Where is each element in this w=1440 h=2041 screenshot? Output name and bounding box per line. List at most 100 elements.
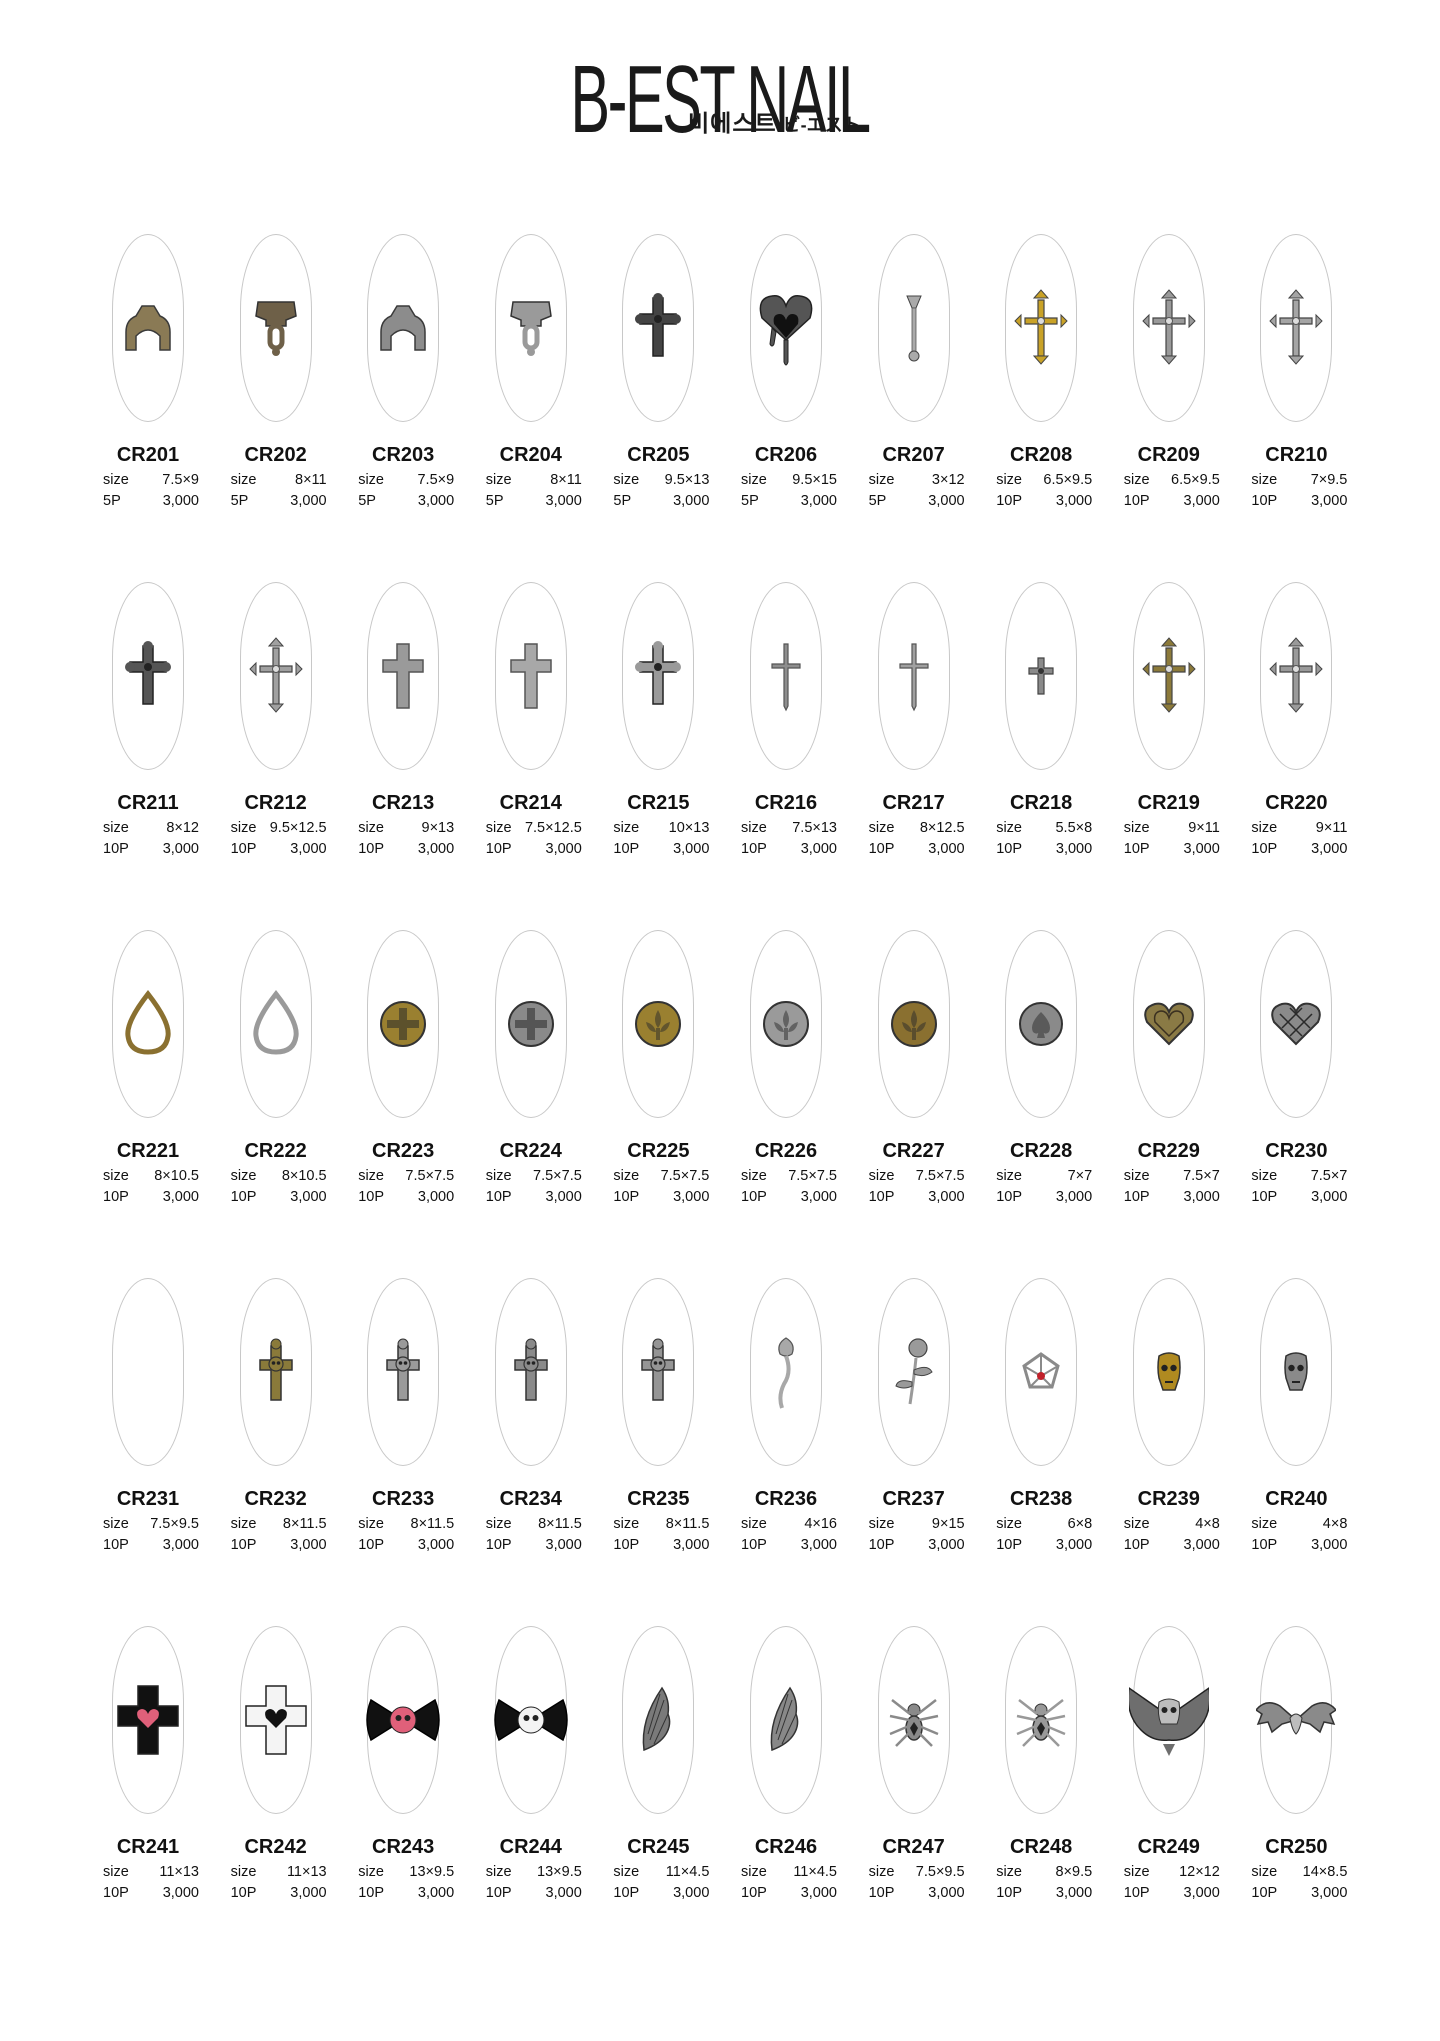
product-card[interactable]: CR250 size 14×8.5 10P 3,000 [1236,1626,1364,1926]
product-size: size 9.5×13 [613,472,709,488]
product-size: size 9.5×15 [741,472,837,488]
product-card[interactable]: CR202 size 8×11 5P 3,000 [216,234,344,534]
product-card[interactable]: CR201 size 7.5×9 5P 3,000 [88,234,216,534]
size-value: 7×7 [1067,1168,1093,1184]
product-card[interactable]: CR225 size 7.5×7.5 10P 3,000 [598,930,726,1230]
product-card[interactable]: CR205 size 9.5×13 5P 3,000 [598,234,726,534]
product-card[interactable]: CR218 size 5.5×8 10P 3,000 [981,582,1109,882]
product-card[interactable]: CR238 size 6×8 10P 3,000 [981,1278,1109,1578]
product-card[interactable]: CR248 size 8×9.5 10P 3,000 [981,1626,1109,1926]
product-card[interactable]: CR246 size 11×4.5 10P 3,000 [726,1626,854,1926]
product-card[interactable]: CR214 size 7.5×12.5 10P 3,000 [471,582,599,882]
product-card[interactable]: CR224 size 7.5×7.5 10P 3,000 [471,930,599,1230]
product-card[interactable]: CR212 size 9.5×12.5 10P 3,000 [216,582,344,882]
product-size: size 7.5×7.5 [741,1168,837,1184]
product-price: 3,000 [162,841,199,857]
product-card[interactable]: CR216 size 7.5×13 10P 3,000 [726,582,854,882]
product-code: CR215 [627,792,690,814]
product-card[interactable]: CR217 size 8×12.5 10P 3,000 [854,582,982,882]
product-pack: 10P 3,000 [358,1885,454,1901]
product-card[interactable]: CR239 size 4×8 10P 3,000 [1109,1278,1237,1578]
size-label: size [1251,1168,1278,1184]
charm-heart-drip-icon [759,294,813,366]
product-card[interactable]: CR230 size 7.5×7 10P 3,000 [1236,930,1364,1230]
product-card[interactable]: CR242 size 11×13 10P 3,000 [216,1626,344,1926]
pack-quantity: 10P [996,1189,1022,1205]
product-size: size 4×8 [1124,1516,1220,1532]
size-value: 7.5×7.5 [788,1168,837,1184]
charm-cross-thin-icon [771,643,801,712]
product-card[interactable]: CR247 size 7.5×9.5 10P 3,000 [854,1626,982,1926]
nail-tip-frame [112,234,184,422]
nail-tip-frame [622,1278,695,1466]
product-card[interactable]: CR207 size 3×12 5P 3,000 [854,234,982,534]
product-price: 3,000 [1055,493,1093,509]
product-card[interactable]: CR243 size 13×9.5 10P 3,000 [343,1626,471,1926]
product-price: 3,000 [1183,1537,1220,1553]
product-pack: 10P 3,000 [358,841,454,857]
product-card[interactable]: CR249 size 12×12 10P 3,000 [1109,1626,1237,1926]
product-code: CR236 [754,1488,818,1510]
product-card[interactable]: CR231 size 7.5×9.5 10P 3,000 [88,1278,216,1578]
product-card[interactable]: CR204 size 8×11 5P 3,000 [471,234,599,534]
product-card[interactable]: CR229 size 7.5×7 10P 3,000 [1109,930,1237,1230]
product-card[interactable]: CR236 size 4×16 10P 3,000 [726,1278,854,1578]
product-card[interactable]: CR215 size 10×13 10P 3,000 [598,582,726,882]
product-pack: 10P 3,000 [741,1189,837,1205]
product-size: size 7.5×7.5 [486,1168,582,1184]
product-card[interactable]: CR210 size 7×9.5 10P 3,000 [1236,234,1364,534]
charm-cross-small-icon [1028,657,1054,695]
size-label: size [1123,820,1150,836]
product-size: size 7.5×9 [358,472,454,488]
charm-cross-fleur-icon [1014,289,1068,365]
product-card[interactable]: CR206 size 9.5×15 5P 3,000 [726,234,854,534]
product-card[interactable]: CR208 size 6.5×9.5 10P 3,000 [981,234,1109,534]
product-card[interactable]: CR227 size 7.5×7.5 10P 3,000 [854,930,982,1230]
product-pack: 10P 3,000 [869,1537,965,1553]
product-card[interactable]: CR209 size 6.5×9.5 10P 3,000 [1109,234,1237,534]
product-code: CR217 [882,792,945,814]
product-card[interactable]: CR222 size 8×10.5 10P 3,000 [216,930,344,1230]
product-price: 3,000 [1055,1537,1093,1553]
size-label: size [741,1168,767,1184]
product-price: 3,000 [545,493,582,509]
product-card[interactable]: CR226 size 7.5×7.5 10P 3,000 [726,930,854,1230]
nail-tip-frame [1128,1626,1209,1814]
pack-quantity: 10P [613,1189,640,1205]
product-card[interactable]: CR211 size 8×12 10P 3,000 [88,582,216,882]
size-value: 8×11.5 [665,1516,710,1532]
product-card[interactable]: CR213 size 9×13 10P 3,000 [343,582,471,882]
nail-tip-frame [494,234,567,422]
charm-cross-fleur-icon [248,637,303,713]
product-code: CR243 [372,1836,435,1858]
product-card[interactable]: CR233 size 8×11.5 10P 3,000 [343,1278,471,1578]
product-card[interactable]: CR228 size 7×7 10P 3,000 [981,930,1109,1230]
size-value: 7.5×9.5 [150,1516,199,1532]
product-card[interactable]: CR232 size 8×11.5 10P 3,000 [216,1278,344,1578]
nail-tip-frame [494,1278,567,1466]
product-card[interactable]: CR244 size 13×9.5 10P 3,000 [471,1626,599,1926]
product-card[interactable]: CR221 size 8×10.5 10P 3,000 [88,930,216,1230]
size-label: size [103,1168,129,1184]
product-card[interactable]: CR223 size 7.5×7.5 10P 3,000 [343,930,471,1230]
product-card[interactable]: CR237 size 9×15 10P 3,000 [854,1278,982,1578]
charm-wing-icon [643,1686,671,1752]
product-card[interactable]: CR203 size 7.5×9 5P 3,000 [343,234,471,534]
product-code: CR238 [1010,1488,1073,1510]
size-value: 8×11.5 [410,1516,455,1532]
product-card[interactable]: CR219 size 9×11 10P 3,000 [1109,582,1237,882]
product-card[interactable]: CR245 size 11×4.5 10P 3,000 [598,1626,726,1926]
product-size: size 8×11 [486,472,582,488]
product-card[interactable]: CR240 size 4×8 10P 3,000 [1236,1278,1364,1578]
product-size: size 7.5×7 [1251,1168,1347,1184]
brand-logo: B-EST NAIL [570,46,872,153]
product-card[interactable]: CR234 size 8×11.5 10P 3,000 [471,1278,599,1578]
brand-header: B-EST NAIL [0,52,1440,148]
product-pack: 10P 3,000 [1251,493,1347,509]
product-card[interactable]: CR235 size 8×11.5 10P 3,000 [598,1278,726,1578]
product-card[interactable]: CR241 size 11×13 10P 3,000 [88,1626,216,1926]
product-size: size 9×11 [1251,820,1347,836]
size-label: size [1251,1516,1278,1532]
size-value: 7.5×7.5 [915,1168,965,1184]
product-card[interactable]: CR220 size 9×11 10P 3,000 [1236,582,1364,882]
